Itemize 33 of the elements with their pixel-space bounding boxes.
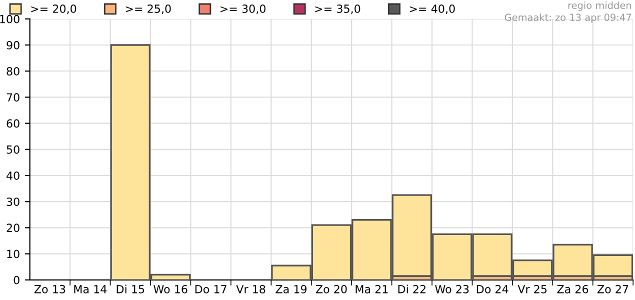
x-tick-label: Wo 16 — [154, 284, 188, 294]
x-tick-label: Wo 23 — [435, 284, 469, 294]
x-tick-label: Zo 13 — [34, 284, 66, 294]
y-tick-label: 20 — [6, 224, 20, 232]
y-tick-label: 90 — [6, 40, 20, 50]
x-tick-label: Za 19 — [276, 284, 307, 294]
y-tick-label: 30 — [6, 198, 20, 206]
legend-label: >= 30,0 — [220, 4, 266, 14]
y-tick-label: 100 — [0, 14, 20, 24]
y-tick-label: 50 — [6, 145, 20, 154]
legend-label: >= 20,0 — [31, 4, 76, 14]
x-tick-label: Za 26 — [557, 284, 588, 294]
x-tick-label: Vr 18 — [236, 284, 266, 294]
x-tick-label: Do 17 — [195, 285, 226, 294]
y-tick-label: 70 — [6, 93, 20, 102]
y-tick-label: 10 — [7, 250, 20, 258]
x-tick-label: Do 24 — [476, 284, 508, 294]
text: regio midden — [568, 2, 631, 11]
annotation: Gemaakt: zo 13 apr 09:47 — [504, 14, 631, 23]
y-tick-label: 0 — [14, 276, 20, 284]
legend-label: >= 25,0 — [126, 4, 171, 14]
x-tick-label: Zo 20 — [316, 284, 347, 294]
y-tick-label: 40 — [6, 171, 20, 180]
x-tick-label: Zo 27 — [597, 284, 628, 294]
legend-label: >= 35,0 — [315, 4, 360, 14]
legend-label: >= 40,0 — [410, 4, 455, 14]
x-tick-label: Ma 21 — [356, 284, 388, 294]
y-tick-label: 60 — [6, 119, 20, 128]
x-tick-label: Ma 14 — [74, 285, 107, 294]
x-tick-label: Di 22 — [398, 284, 426, 294]
x-tick-label: Di 15 — [116, 284, 144, 294]
x-tick-label: Vr 25 — [518, 284, 547, 294]
y-tick-label: 80 — [6, 67, 20, 76]
